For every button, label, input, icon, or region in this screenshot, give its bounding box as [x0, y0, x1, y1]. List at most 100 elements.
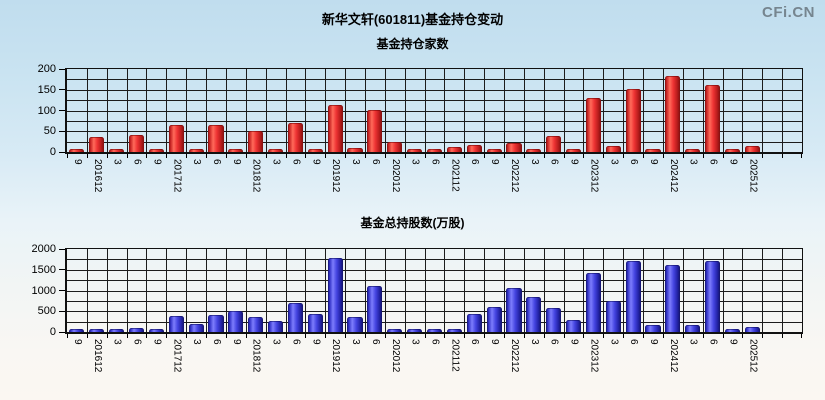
gridline-vertical	[742, 69, 744, 152]
x-axis-tick	[444, 334, 446, 338]
gridline-horizontal	[67, 79, 802, 81]
x-axis-tick	[225, 154, 227, 158]
bar	[466, 313, 482, 332]
x-tick-label: 201712	[171, 339, 183, 373]
y-tick-label: 0	[49, 146, 56, 158]
x-tick-label: 201612	[91, 339, 103, 373]
x-tick-label: 6	[469, 339, 481, 345]
gridline-vertical	[762, 69, 764, 152]
x-axis-tick	[782, 154, 784, 158]
gridline-horizontal	[67, 110, 802, 112]
bar	[407, 329, 423, 332]
bar	[585, 272, 601, 332]
x-axis-tick	[424, 154, 426, 158]
bar	[307, 314, 323, 332]
x-tick-label: 6	[290, 339, 302, 345]
gridline-vertical	[166, 249, 168, 332]
bar	[69, 329, 85, 332]
gridline-vertical	[682, 249, 684, 332]
gridline-vertical	[782, 69, 784, 152]
gridline-vertical	[146, 249, 148, 332]
y-tick-label: 50	[43, 125, 56, 138]
bar	[506, 288, 522, 332]
gridline-vertical	[86, 249, 88, 332]
x-axis-tick	[364, 154, 366, 158]
gridline-vertical	[146, 69, 148, 152]
gridline-vertical	[643, 249, 645, 332]
x-tick-label: 202012	[389, 339, 401, 373]
gridline-vertical	[265, 249, 267, 332]
bar	[268, 320, 284, 332]
page-title: 新华文轩(601811)基金持仓变动	[321, 12, 504, 27]
y-tick-label: 200	[37, 63, 56, 75]
x-axis-tick	[186, 334, 188, 338]
gridline-vertical	[762, 249, 764, 332]
x-axis-tick	[86, 154, 88, 158]
x-axis-tick	[166, 334, 168, 338]
bar	[546, 308, 562, 332]
x-tick-label: 201612	[91, 159, 103, 193]
bar	[724, 149, 741, 152]
x-axis-tick	[345, 334, 347, 338]
x-axis-tick	[643, 334, 645, 338]
fund-holders-plot-area: 0 50 100 150 200 9 201612 3 6 9 201712 3 6 9 201812 3 6 9…	[38, 63, 803, 192]
y-tick-label: 100	[37, 104, 56, 117]
gridline-vertical	[106, 69, 108, 152]
gridline-horizontal	[67, 269, 802, 271]
gridline-vertical	[424, 69, 426, 152]
x-tick-label: 3	[191, 339, 203, 345]
gridline-vertical	[543, 249, 545, 332]
x-tick-label: 202312	[588, 159, 600, 193]
x-axis-tick	[305, 154, 307, 158]
x-tick-label: 3	[528, 159, 540, 165]
bar	[446, 147, 462, 152]
gridline-vertical	[345, 249, 347, 332]
gridline-horizontal	[67, 290, 802, 292]
x-axis-tick	[523, 154, 525, 158]
gridline-vertical	[603, 249, 605, 332]
bar	[665, 76, 681, 152]
x-tick-label: 3	[111, 159, 123, 165]
x-tick-label: 3	[409, 339, 421, 345]
x-tick-label: 6	[707, 159, 719, 165]
x-tick-label: 201912	[330, 339, 342, 373]
gridline-vertical	[225, 69, 227, 152]
x-axis-tick	[682, 334, 684, 338]
gridline-vertical	[583, 249, 585, 332]
gridline-vertical	[126, 249, 128, 332]
x-tick-label: 9	[310, 159, 322, 165]
y-tick-label: 1000	[31, 284, 56, 297]
x-axis-tick	[623, 334, 625, 338]
gridline-vertical	[106, 249, 108, 332]
gridline-vertical	[702, 249, 704, 332]
x-tick-label: 6	[369, 159, 381, 165]
gridline-vertical	[662, 249, 664, 332]
bar	[128, 135, 145, 152]
bar	[605, 146, 621, 152]
gridline-vertical	[225, 249, 227, 332]
gridline-vertical	[285, 249, 287, 332]
x-tick-label: 9	[489, 159, 501, 165]
bar	[307, 148, 323, 152]
gridline-vertical	[325, 249, 327, 332]
x-tick-label: 202212	[508, 339, 520, 373]
cfi-watermark: CFi.CN	[762, 4, 815, 21]
x-axis-tick	[325, 334, 327, 338]
x-tick-label: 202412	[667, 159, 679, 193]
bar	[685, 149, 701, 152]
bar	[89, 329, 105, 332]
x-axis-tick	[662, 334, 664, 338]
x-axis-tick	[801, 334, 802, 338]
bar	[387, 141, 403, 152]
gridline-vertical	[325, 69, 327, 152]
bar	[566, 148, 582, 152]
x-tick-label: 3	[350, 159, 362, 165]
gridline-vertical	[623, 249, 625, 332]
x-axis-tick	[404, 154, 406, 158]
y-axis-tick	[59, 331, 65, 333]
gridline-vertical	[742, 249, 744, 332]
gridline-vertical	[563, 249, 565, 332]
y-axis-tick	[59, 130, 65, 132]
bar	[248, 131, 264, 152]
